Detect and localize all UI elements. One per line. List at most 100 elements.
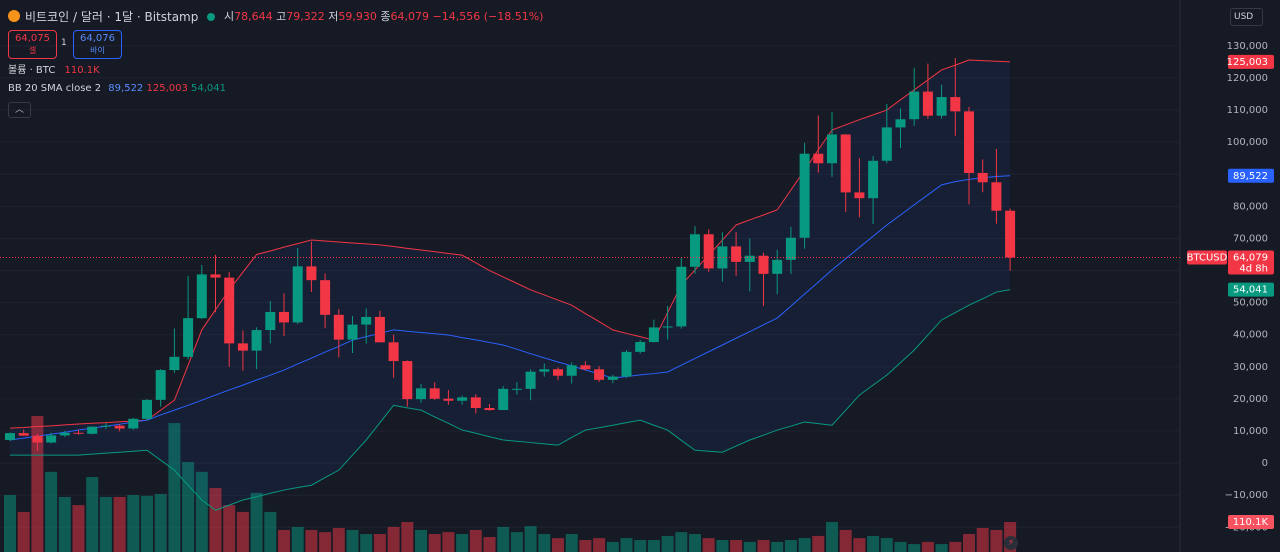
sell-button[interactable]: 64,075 셀 xyxy=(8,30,57,59)
low-label: 저 xyxy=(328,10,339,23)
volume-bar xyxy=(168,423,181,552)
volume-bar xyxy=(839,529,852,552)
volume-bar xyxy=(976,528,989,552)
volume-bar xyxy=(319,532,332,552)
volume-bar xyxy=(387,526,400,552)
price-tag-label: 125,003 xyxy=(1227,57,1268,68)
candle-body xyxy=(964,111,974,173)
candle-body xyxy=(731,246,742,262)
volume-bar xyxy=(853,538,866,552)
volume-bar xyxy=(264,511,277,552)
candle-body xyxy=(895,119,906,128)
volume-bar xyxy=(990,529,1003,552)
y-tick-label: 130,000 xyxy=(1227,41,1268,52)
band-line xyxy=(9,59,1011,429)
candle-body xyxy=(950,97,961,112)
volume-tag xyxy=(1228,514,1274,529)
volume-bar xyxy=(867,535,880,552)
coin-icon xyxy=(8,10,20,22)
buy-button[interactable]: 64,076 바이 xyxy=(73,30,122,59)
candle-body xyxy=(388,342,399,362)
volume-bar xyxy=(456,534,469,552)
volume-bar xyxy=(606,541,619,552)
bb-upper-value: 125,003 xyxy=(146,83,188,94)
high-value: 79,322 xyxy=(286,10,325,23)
volume-bar xyxy=(634,540,647,552)
candle-body xyxy=(320,280,331,315)
y-tick-label: 70,000 xyxy=(1233,233,1268,244)
volume-bar xyxy=(236,511,249,552)
volume-bar xyxy=(278,529,290,552)
price-tag xyxy=(1228,282,1274,297)
volume-bar xyxy=(86,477,99,552)
sell-label: 셀 xyxy=(28,46,37,55)
candle-body xyxy=(100,425,111,427)
volume-legend-value: 110.1K xyxy=(64,65,100,76)
volume-bar xyxy=(373,534,386,552)
volume-bar xyxy=(154,493,167,552)
candle-body xyxy=(251,330,262,351)
ohlc: 시78,644 고79,322 저59,930 종64,079 −14,556 … xyxy=(224,10,543,24)
candle-body xyxy=(224,277,235,344)
candle-body xyxy=(936,97,947,116)
candle-body xyxy=(196,274,207,319)
candle-body xyxy=(470,397,481,408)
volume-legend[interactable]: 볼륨 · BTC 110.1K xyxy=(8,64,100,78)
buy-label: 바이 xyxy=(90,46,105,55)
volume-bar xyxy=(469,529,482,552)
candle-body xyxy=(183,318,194,357)
candle-body xyxy=(59,432,70,436)
candle-body xyxy=(484,407,495,411)
open-value: 78,644 xyxy=(234,10,273,23)
volume-bar xyxy=(784,540,797,552)
candle-body xyxy=(744,255,755,262)
volume-bar xyxy=(689,534,701,552)
candle-body xyxy=(87,426,98,434)
candle-body xyxy=(772,259,783,274)
event-icon[interactable]: ⚡ xyxy=(1004,536,1018,550)
close-label: 종 xyxy=(380,10,391,23)
volume-bar xyxy=(401,522,414,552)
bb-legend[interactable]: BB 20 SMA close 2 89,522 125,003 54,041 xyxy=(8,82,226,96)
low-value: 59,930 xyxy=(338,10,377,23)
volume-bar xyxy=(17,511,30,552)
candle-body xyxy=(155,370,166,400)
candle-body xyxy=(374,316,385,343)
y-tick-label: 120,000 xyxy=(1227,73,1268,84)
volume-bar xyxy=(647,540,660,552)
volume-bar xyxy=(31,415,44,552)
volume-bar xyxy=(743,541,756,552)
candle-body xyxy=(991,182,1002,211)
candle-body xyxy=(854,192,865,199)
volume-bar xyxy=(360,534,373,552)
volume-bar xyxy=(113,496,126,552)
volume-bar xyxy=(291,526,304,552)
volume-bar xyxy=(332,528,345,552)
symbol[interactable]: 비트코인 / 달러 · 1달 · Bitstamp xyxy=(25,10,199,24)
close-value: 64,079 xyxy=(390,10,430,23)
volume-bar xyxy=(675,532,688,552)
candle-body xyxy=(676,266,687,327)
volume-bar xyxy=(442,532,455,552)
candle-body xyxy=(785,237,796,260)
volume-bar xyxy=(250,492,263,552)
y-tick-label: 40,000 xyxy=(1233,330,1268,341)
candle-body xyxy=(1005,210,1016,258)
y-tick-label: 20,000 xyxy=(1233,394,1268,405)
volume-bar xyxy=(949,541,962,552)
candle-body xyxy=(237,343,248,351)
volume-bar xyxy=(305,529,318,552)
price-tag-label: 89,522 xyxy=(1233,171,1268,182)
volume-bar xyxy=(510,532,523,552)
volume-bar xyxy=(58,496,71,552)
volume-bar xyxy=(702,538,715,552)
collapse-button[interactable]: ︿ xyxy=(8,102,31,118)
volume-bar xyxy=(593,538,606,552)
volume-bar xyxy=(483,537,496,552)
candle-body xyxy=(580,365,591,370)
candle-body xyxy=(717,246,728,269)
currency-select[interactable]: USD xyxy=(1230,8,1263,26)
volume-bar xyxy=(661,535,674,552)
candle-body xyxy=(18,433,29,436)
